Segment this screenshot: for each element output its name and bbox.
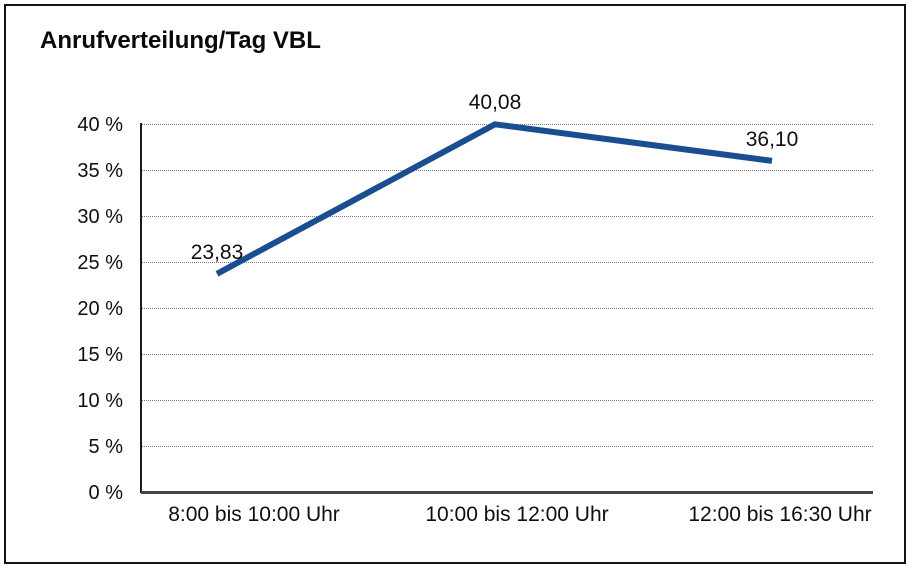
gridline bbox=[141, 170, 873, 171]
y-tick-label: 20 % bbox=[77, 298, 123, 320]
y-tick-label: 40 % bbox=[77, 114, 123, 136]
gridline bbox=[141, 262, 873, 263]
data-label: 36,10 bbox=[745, 127, 799, 151]
x-tick-label: 8:00 bis 10:00 Uhr bbox=[168, 503, 340, 526]
gridline bbox=[141, 354, 873, 355]
y-axis-line bbox=[140, 123, 142, 493]
y-tick-label: 10 % bbox=[77, 390, 123, 412]
data-label: 23,83 bbox=[190, 240, 244, 264]
y-tick-label: 15 % bbox=[77, 344, 123, 366]
chart-frame bbox=[4, 4, 906, 564]
y-tick-label: 0 % bbox=[88, 482, 123, 504]
x-tick-label: 10:00 bis 12:00 Uhr bbox=[425, 503, 609, 526]
chart-title: Anrufverteilung/Tag VBL bbox=[40, 27, 321, 54]
y-tick-label: 5 % bbox=[88, 436, 123, 458]
x-axis-line bbox=[141, 491, 873, 494]
gridline bbox=[141, 446, 873, 447]
x-tick-label: 12:00 bis 16:30 Uhr bbox=[688, 503, 872, 526]
y-tick-label: 35 % bbox=[77, 160, 123, 182]
y-tick-label: 30 % bbox=[77, 206, 123, 228]
y-tick-label: 25 % bbox=[77, 252, 123, 274]
gridline bbox=[141, 124, 873, 125]
gridline bbox=[141, 308, 873, 309]
gridline bbox=[141, 216, 873, 217]
data-label: 40,08 bbox=[468, 91, 522, 115]
gridline bbox=[141, 400, 873, 401]
